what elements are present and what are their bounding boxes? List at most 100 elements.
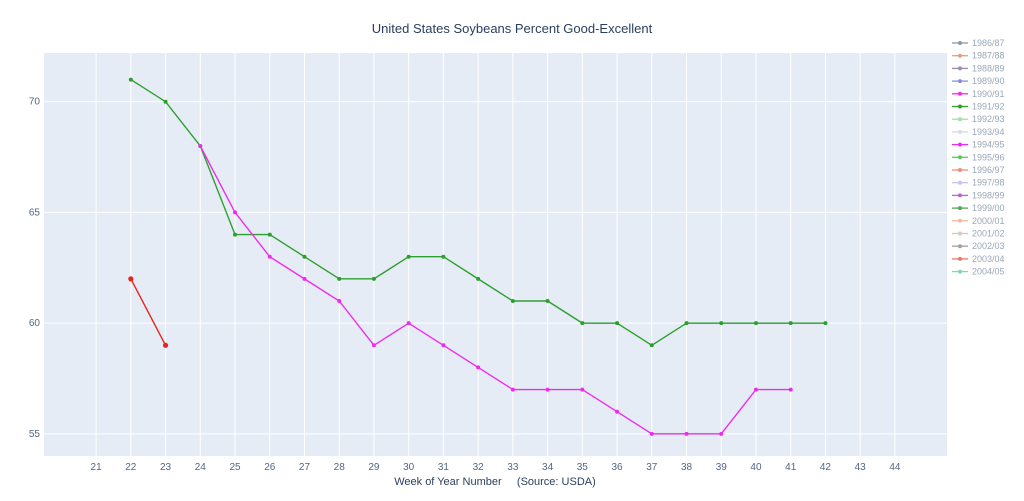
data-point[interactable] (406, 254, 411, 259)
legend-swatch-marker (958, 53, 962, 58)
x-tick-label: 21 (91, 462, 103, 473)
data-point[interactable] (337, 276, 342, 281)
legend-swatch-marker (958, 218, 962, 223)
legend-swatch-marker (958, 193, 962, 198)
legend-item[interactable]: 2002/03 (952, 241, 1005, 251)
data-point[interactable] (684, 321, 689, 326)
data-point[interactable] (649, 343, 654, 348)
data-point[interactable] (510, 387, 515, 392)
data-point[interactable] (476, 276, 481, 281)
series-2 (128, 276, 169, 348)
legend-label: 1997/98 (972, 178, 1005, 188)
legend-item[interactable]: 1989/90 (952, 76, 1005, 86)
data-point[interactable] (233, 210, 238, 215)
legend[interactable]: 1986/87 1987/88 1988/89 1989/90 1990/91 1991/… (952, 38, 1005, 277)
data-point[interactable] (510, 299, 515, 303)
x-tick-label: 41 (785, 462, 797, 473)
data-point[interactable] (580, 321, 585, 326)
data-point[interactable] (162, 342, 169, 348)
legend-label: 1991/92 (972, 102, 1005, 112)
data-point[interactable] (615, 409, 620, 414)
legend-swatch-marker (958, 91, 962, 96)
legend-item[interactable]: 1986/87 (952, 38, 1005, 48)
data-point[interactable] (406, 321, 411, 326)
x-tick-label: 38 (681, 462, 693, 473)
legend-swatch-marker (958, 66, 962, 71)
legend-swatch-marker (958, 79, 962, 84)
data-point[interactable] (788, 387, 793, 392)
data-point[interactable] (441, 254, 446, 259)
data-point[interactable] (719, 431, 724, 436)
series-1 (198, 144, 793, 436)
data-point[interactable] (267, 254, 272, 259)
legend-label: 1999/00 (972, 203, 1005, 213)
legend-item[interactable]: 2001/02 (952, 229, 1005, 239)
legend-item[interactable]: 1998/99 (952, 190, 1005, 200)
data-point[interactable] (615, 321, 620, 326)
legend-swatch-marker (958, 142, 962, 147)
legend-label: 2000/01 (972, 216, 1005, 226)
legend-item[interactable]: 1993/94 (952, 127, 1005, 137)
legend-label: 2001/02 (972, 229, 1005, 239)
legend-item[interactable]: 1997/98 (952, 178, 1005, 188)
legend-swatch-marker (958, 231, 962, 236)
x-tick-label: 28 (334, 462, 346, 473)
legend-item[interactable]: 2000/01 (952, 216, 1005, 226)
legend-swatch-marker (958, 129, 962, 134)
data-point[interactable] (788, 321, 793, 326)
x-axis-title: Week of Year Number (Source: USDA) (394, 476, 596, 488)
y-tick-label: 60 (29, 318, 41, 329)
data-point[interactable] (684, 431, 689, 436)
legend-item[interactable]: 2003/04 (952, 254, 1005, 264)
data-point[interactable] (823, 321, 828, 326)
legend-swatch-marker (958, 155, 962, 160)
legend-item[interactable]: 1995/96 (952, 152, 1005, 162)
x-axis: 21 22 23 24 25 26 27 28 29 30 31 32 33 34 35 36 37 38 39 40… (91, 462, 901, 473)
plot-area (44, 53, 947, 456)
data-point[interactable] (163, 99, 168, 104)
legend-label: 1989/90 (972, 76, 1005, 86)
data-point[interactable] (337, 299, 342, 303)
data-point[interactable] (441, 343, 446, 348)
legend-item[interactable]: 1988/89 (952, 63, 1005, 73)
data-point[interactable] (267, 232, 272, 237)
chart-title: United States Soybeans Percent Good-Exce… (372, 21, 653, 36)
data-point[interactable] (371, 276, 376, 281)
legend-item[interactable]: 1994/95 (952, 140, 1005, 150)
legend-label: 2002/03 (972, 241, 1005, 251)
data-point[interactable] (753, 387, 758, 392)
x-tick-label: 44 (889, 462, 901, 473)
data-point[interactable] (128, 276, 134, 282)
data-point[interactable] (233, 232, 238, 237)
data-point[interactable] (545, 299, 550, 303)
y-tick-label: 70 (29, 97, 41, 108)
x-tick-label: 26 (264, 462, 276, 473)
legend-item[interactable]: 1991/92 (952, 102, 1005, 112)
data-point[interactable] (371, 343, 376, 348)
data-point[interactable] (753, 321, 758, 326)
legend-swatch-marker (958, 41, 962, 45)
legend-item[interactable]: 2004/05 (952, 267, 1005, 277)
legend-swatch-marker (958, 206, 962, 211)
data-point[interactable] (128, 77, 133, 82)
legend-item[interactable]: 1987/88 (952, 51, 1005, 61)
legend-item[interactable]: 1999/00 (952, 203, 1005, 213)
data-point[interactable] (198, 144, 203, 148)
data-point[interactable] (302, 254, 307, 259)
legend-label: 1987/88 (972, 51, 1005, 61)
x-tick-label: 32 (473, 462, 485, 473)
y-axis: 55 60 65 70 (29, 97, 41, 440)
data-point[interactable] (302, 276, 307, 281)
data-point[interactable] (580, 387, 585, 392)
data-point[interactable] (476, 365, 481, 370)
x-tick-label: 34 (542, 462, 554, 473)
legend-item[interactable]: 1996/97 (952, 165, 1005, 175)
legend-item[interactable]: 1990/91 (952, 89, 1005, 99)
data-point[interactable] (649, 431, 654, 436)
x-tick-label: 37 (646, 462, 658, 473)
data-point[interactable] (545, 387, 550, 392)
legend-label: 2003/04 (972, 254, 1005, 264)
data-point[interactable] (719, 321, 724, 326)
legend-item[interactable]: 1992/93 (952, 114, 1005, 124)
x-tick-label: 22 (125, 462, 137, 473)
